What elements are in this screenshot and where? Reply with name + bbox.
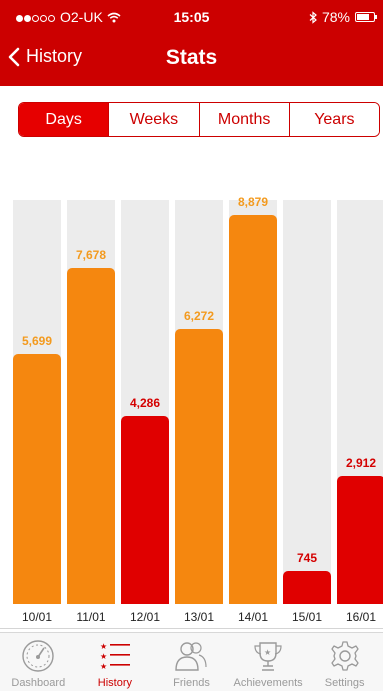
svg-text:★: ★ <box>100 662 107 671</box>
bar-value-label: 6,272 <box>183 309 215 323</box>
battery-percent: 78% <box>321 9 350 25</box>
bar-value-label: 5,699 <box>21 334 53 348</box>
chart-baseline <box>0 628 383 629</box>
date-tick-label: 11/01 <box>76 610 106 624</box>
battery-level <box>357 14 370 20</box>
status-time: 15:05 <box>173 9 210 25</box>
bar[interactable] <box>13 354 61 604</box>
svg-text:★: ★ <box>264 648 271 657</box>
wifi-icon <box>107 12 121 22</box>
date-tick-label: 14/01 <box>237 610 269 624</box>
status-right: 78% <box>309 9 377 25</box>
bar-value-label: 8,879 <box>237 195 269 209</box>
bar-value-label: 4,286 <box>129 396 161 410</box>
bar-track: 6,272 <box>175 200 223 604</box>
gear-icon <box>325 639 365 673</box>
tab-friends[interactable]: Friends <box>153 633 230 691</box>
bar-track: 4,286 <box>121 200 169 604</box>
signal-strength-icon <box>16 9 56 25</box>
segment-days[interactable]: Days <box>19 103 109 136</box>
signal-dot <box>32 15 39 22</box>
date-tick-label: 15/01 <box>291 610 323 624</box>
list-icon: ★ ★ ★ <box>95 639 135 673</box>
date-tick-label: 12/01 <box>129 610 161 624</box>
battery-icon <box>355 12 377 22</box>
signal-dot <box>40 15 47 22</box>
bar[interactable] <box>121 416 169 604</box>
page-title: Stats <box>165 46 218 69</box>
svg-text:★: ★ <box>100 642 107 651</box>
tab-settings-label: Settings <box>324 677 365 689</box>
bar-track: 5,699 <box>13 200 61 604</box>
bar[interactable] <box>229 215 277 604</box>
carrier-label: O2-UK <box>60 9 103 25</box>
status-left: O2-UK <box>16 9 121 25</box>
tab-settings[interactable]: Settings <box>306 633 383 691</box>
speedometer-icon <box>18 639 58 673</box>
bar-track: 8,879 <box>229 195 277 604</box>
bar-track: 7,678 <box>67 200 115 604</box>
bluetooth-icon <box>309 10 317 24</box>
chevron-left-icon <box>8 47 20 66</box>
tab-achievements-label: Achievements <box>233 677 303 689</box>
tab-history-label: History <box>97 677 132 689</box>
signal-dot <box>16 15 23 22</box>
bar-track: 2,912 <box>337 200 383 604</box>
signal-dot <box>24 15 31 22</box>
tab-dashboard[interactable]: Dashboard <box>0 633 77 691</box>
bar-value-label: 2,912 <box>345 456 377 470</box>
bar[interactable] <box>337 476 383 604</box>
segment-years[interactable]: Years <box>288 103 379 136</box>
bar-value-label: 7,678 <box>75 248 107 262</box>
tab-friends-label: Friends <box>173 677 210 689</box>
status-bar: O2-UK 15:05 78% <box>0 0 383 26</box>
signal-dot <box>48 15 55 22</box>
tab-bar: Dashboard ★ ★ ★ History Friends <box>0 632 383 691</box>
bar-value-label: 745 <box>296 551 318 565</box>
segment-weeks[interactable]: Weeks <box>108 103 199 136</box>
segment-months[interactable]: Months <box>198 103 289 136</box>
date-tick-label: 13/01 <box>183 610 215 624</box>
tab-dashboard-label: Dashboard <box>11 677 66 689</box>
period-segmented-control: Days Weeks Months Years <box>18 102 380 137</box>
bar-track: 745 <box>283 200 331 604</box>
steps-bar-chart: 5,699 10/01 7,678 11/01 4,286 12/01 6,272 13/01… <box>0 195 383 630</box>
nav-bar: History Stats <box>0 40 383 80</box>
bar[interactable] <box>283 571 331 604</box>
date-tick-label: 10/01 <box>21 610 53 624</box>
back-button[interactable]: History <box>8 46 82 67</box>
tab-achievements[interactable]: ★ Achievements <box>230 633 307 691</box>
back-label: History <box>26 46 83 66</box>
trophy-icon: ★ <box>248 639 288 673</box>
bar[interactable] <box>175 329 223 604</box>
svg-text:★: ★ <box>100 652 107 661</box>
bar[interactable] <box>67 268 115 604</box>
date-tick-label: 16/01 <box>345 610 377 624</box>
tab-history[interactable]: ★ ★ ★ History <box>77 633 154 691</box>
friends-icon <box>171 639 211 673</box>
header: O2-UK 15:05 78% History Stats <box>0 0 383 86</box>
